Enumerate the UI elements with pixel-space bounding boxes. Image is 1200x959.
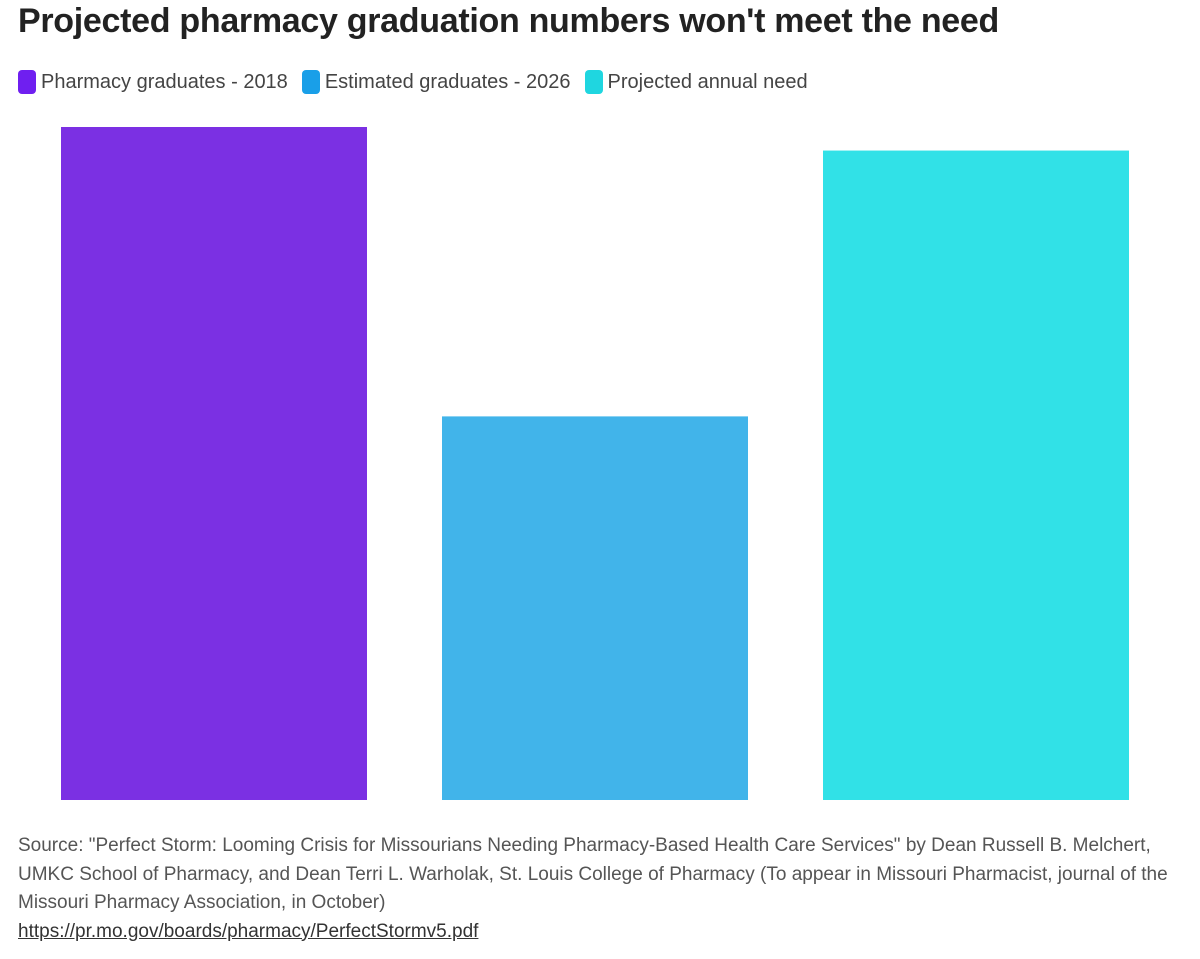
legend-item-annual-need[interactable]: Projected annual need xyxy=(584,70,808,94)
source-text: Source: "Perfect Storm: Looming Crisis f… xyxy=(18,835,1168,913)
legend: Pharmacy graduates - 2018 Estimated grad… xyxy=(18,70,808,94)
source-note: Source: "Perfect Storm: Looming Crisis f… xyxy=(18,832,1183,946)
legend-swatch-graduates-2018 xyxy=(18,70,36,94)
bar-graduates-2018[interactable] xyxy=(61,127,367,800)
legend-item-graduates-2018[interactable]: Pharmacy graduates - 2018 xyxy=(18,70,288,94)
legend-item-graduates-2026[interactable]: Estimated graduates - 2026 xyxy=(301,70,571,94)
legend-label-graduates-2018: Pharmacy graduates - 2018 xyxy=(41,70,288,93)
legend-label-annual-need: Projected annual need xyxy=(607,70,808,93)
chart-title: Projected pharmacy graduation numbers wo… xyxy=(18,2,999,40)
source-link[interactable]: https://pr.mo.gov/boards/pharmacy/Perfec… xyxy=(18,920,479,942)
bar-graduates-2026[interactable] xyxy=(442,416,748,800)
legend-swatch-annual-need xyxy=(584,70,603,94)
bar-chart xyxy=(61,127,1129,800)
legend-swatch-graduates-2026 xyxy=(301,70,320,94)
bar-annual-need[interactable] xyxy=(823,150,1129,800)
legend-label-graduates-2026: Estimated graduates - 2026 xyxy=(324,70,571,93)
